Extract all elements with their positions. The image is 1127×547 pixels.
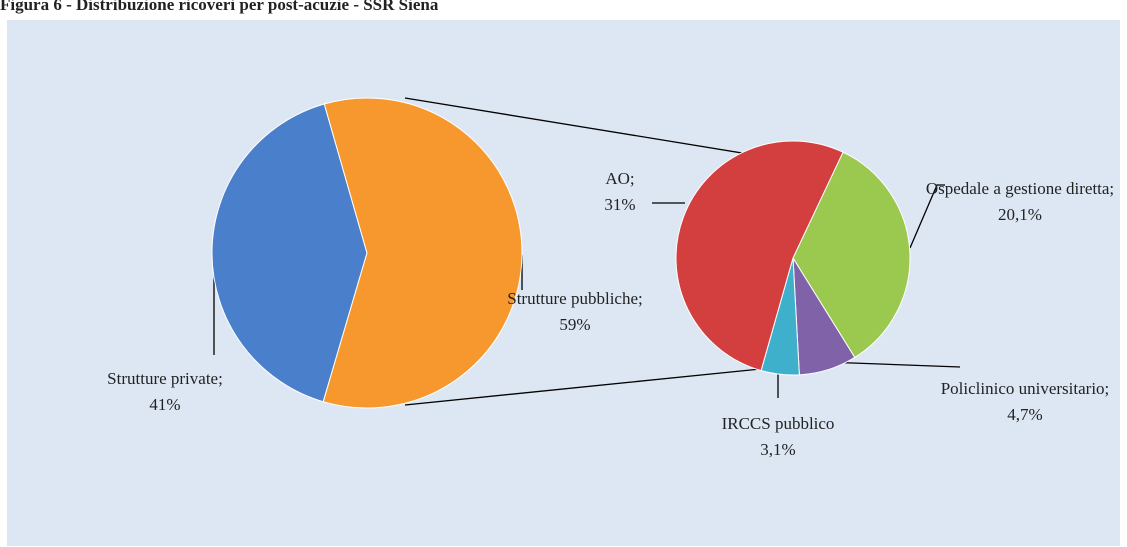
connector-line bbox=[404, 97, 786, 161]
value-label: 59% bbox=[559, 315, 590, 334]
value-label: 20,1% bbox=[998, 205, 1042, 224]
plot-background bbox=[7, 20, 1120, 546]
leader-line bbox=[824, 361, 961, 368]
chart-title: Figura 6 - Distribuzione ricoveri per po… bbox=[0, 0, 439, 14]
pie-slice bbox=[211, 103, 368, 403]
connector-line bbox=[404, 366, 781, 406]
value-label: 3,1% bbox=[760, 440, 795, 459]
category-label: Strutture pubbliche; bbox=[507, 289, 643, 308]
pie-slice bbox=[322, 97, 523, 409]
pie-slice bbox=[792, 151, 911, 359]
value-label: 4,7% bbox=[1007, 405, 1042, 424]
leader-line bbox=[909, 184, 945, 249]
value-label: 31% bbox=[604, 195, 635, 214]
category-label: IRCCS pubblico bbox=[722, 414, 835, 433]
category-label: Strutture private; bbox=[107, 369, 223, 388]
value-label: 41% bbox=[149, 395, 180, 414]
category-label: Policlinico universitario; bbox=[941, 379, 1110, 398]
category-label: Ospedale a gestione diretta; bbox=[926, 179, 1114, 198]
pie-slice bbox=[675, 140, 844, 372]
category-label: AO; bbox=[605, 169, 634, 188]
